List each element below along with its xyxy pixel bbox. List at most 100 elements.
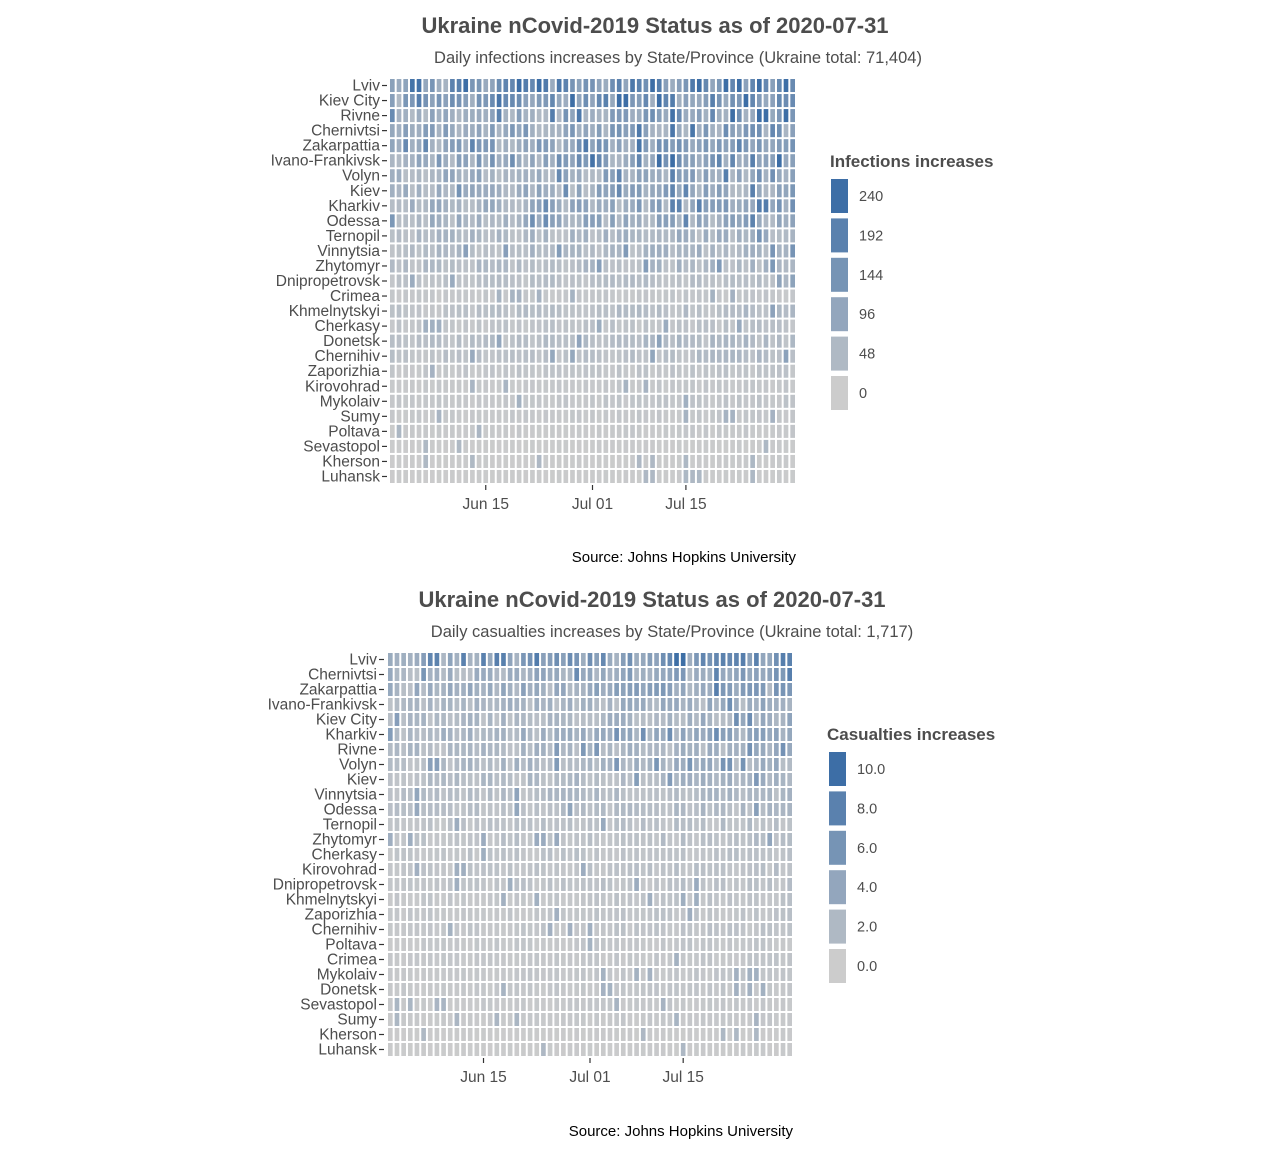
legend: 10.08.06.04.02.00.0: [829, 752, 885, 983]
heatmap-cell: [470, 409, 475, 423]
heatmap-cell: [694, 908, 699, 921]
heatmap-cell: [694, 848, 699, 861]
heatmap-cell: [563, 259, 569, 273]
heatmap-cell: [503, 304, 509, 318]
heatmap-cell: [450, 94, 455, 108]
heatmap-cell: [594, 1043, 599, 1056]
heatmap-cell: [600, 713, 606, 726]
heatmap-cell: [530, 139, 535, 153]
heatmap-cell: [630, 199, 635, 213]
heatmap-cell: [416, 274, 422, 288]
heatmap-cell: [523, 469, 529, 483]
heatmap-cell: [394, 1043, 400, 1056]
heatmap-cell: [543, 304, 549, 318]
heatmap-cell: [583, 94, 589, 108]
heatmap-cell: [441, 773, 446, 786]
heatmap-cell: [574, 653, 580, 666]
heatmap-cell: [507, 938, 513, 951]
heatmap-cell: [763, 109, 769, 123]
heatmap-cell: [463, 169, 469, 183]
heatmap-cell: [461, 848, 466, 861]
heatmap-cell: [596, 139, 602, 153]
heatmap-cell: [561, 878, 566, 891]
heatmap-cell: [481, 653, 486, 666]
heatmap-cell: [660, 908, 666, 921]
heatmap-cell: [770, 439, 775, 453]
heatmap-cell: [743, 229, 749, 243]
heatmap-cell: [736, 439, 742, 453]
heatmap-cell: [483, 409, 489, 423]
heatmap-cell: [394, 1013, 400, 1026]
heatmap-cell: [421, 878, 426, 891]
heatmap-cell: [754, 1028, 759, 1041]
heatmap-cell: [556, 184, 562, 198]
heatmap-cell: [600, 818, 606, 831]
heatmap-cell: [427, 818, 433, 831]
heatmap-cell: [656, 469, 662, 483]
heatmap-cell: [403, 139, 409, 153]
heatmap-cell: [760, 773, 766, 786]
heatmap-cell: [543, 184, 549, 198]
heatmap-cell: [723, 229, 729, 243]
heatmap-cell: [743, 394, 749, 408]
heatmap-cell: [687, 878, 693, 891]
heatmap-cell: [461, 1013, 466, 1026]
heatmap-cell: [654, 848, 659, 861]
heatmap-cell: [410, 319, 415, 333]
heatmap-cell: [636, 319, 642, 333]
heatmap-cell: [581, 1028, 586, 1041]
heatmap-cell: [394, 923, 400, 936]
heatmap-cell: [714, 743, 719, 756]
heatmap-cell: [600, 863, 606, 876]
heatmap-cell: [760, 878, 766, 891]
heatmap-cell: [783, 289, 789, 303]
heatmap-cell: [561, 863, 566, 876]
heatmap-cell: [434, 818, 440, 831]
heatmap-cell: [636, 199, 642, 213]
heatmap-cell: [787, 863, 792, 876]
heatmap-cell: [521, 1043, 526, 1056]
heatmap-cell: [421, 653, 426, 666]
heatmap-cell: [703, 169, 709, 183]
heatmap-cell: [394, 998, 400, 1011]
heatmap-cell: [441, 683, 446, 696]
heatmap-cell: [467, 803, 473, 816]
heatmap-cell: [720, 953, 726, 966]
y-tick-label: Zakarpattia: [299, 682, 377, 699]
heatmap-cell: [656, 454, 662, 468]
heatmap-cell: [654, 833, 659, 846]
heatmap-cell: [610, 439, 615, 453]
heatmap-cell: [663, 109, 669, 123]
heatmap-cell: [754, 863, 759, 876]
heatmap-cell: [614, 713, 619, 726]
heatmap-cell: [441, 938, 446, 951]
heatmap-cell: [680, 1028, 686, 1041]
heatmap-cell: [388, 1013, 393, 1026]
heatmap-cell: [750, 139, 755, 153]
heatmap-cell: [447, 698, 453, 711]
heatmap-cell: [407, 773, 413, 786]
heatmap-cell: [527, 758, 533, 771]
heatmap-cell: [396, 154, 402, 168]
heatmap-cell: [407, 878, 413, 891]
heatmap-cell: [490, 304, 495, 318]
heatmap-cell: [427, 803, 433, 816]
y-tick-label: Kharkiv: [325, 727, 377, 744]
heatmap-cell: [434, 908, 440, 921]
heatmap-cell: [443, 259, 449, 273]
heatmap-cell: [754, 1043, 759, 1056]
heatmap-cell: [514, 923, 520, 936]
heatmap-cell: [441, 848, 446, 861]
heatmap-cell: [663, 364, 669, 378]
heatmap-cell: [740, 923, 746, 936]
heatmap-cell: [723, 394, 729, 408]
chart-subtitle: Daily infections increases by State/Prov…: [434, 49, 922, 67]
legend-label: 4.0: [857, 880, 877, 896]
heatmap-cell: [447, 773, 453, 786]
heatmap-cell: [401, 818, 406, 831]
heatmap-cell: [660, 1013, 666, 1026]
heatmap-cell: [720, 713, 726, 726]
heatmap-cell: [596, 214, 602, 228]
heatmap-cell: [501, 878, 506, 891]
heatmap-cell: [541, 878, 546, 891]
